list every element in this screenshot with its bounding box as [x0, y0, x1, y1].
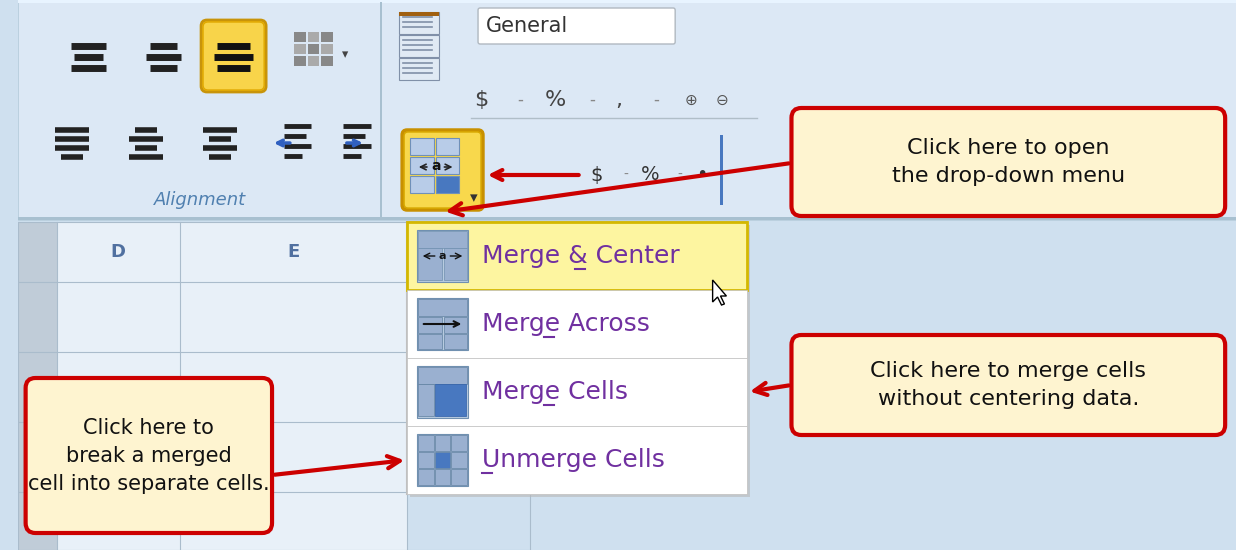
Bar: [294, 44, 305, 54]
FancyBboxPatch shape: [402, 130, 483, 210]
Bar: [407, 222, 747, 494]
Bar: [399, 35, 439, 57]
FancyBboxPatch shape: [791, 108, 1225, 216]
Bar: [410, 176, 434, 193]
Text: %: %: [641, 166, 660, 184]
Text: $: $: [590, 166, 602, 184]
Bar: [435, 469, 450, 485]
Bar: [435, 157, 460, 174]
Bar: [435, 452, 450, 468]
Bar: [417, 434, 468, 486]
Text: ⊕: ⊕: [685, 92, 697, 107]
FancyBboxPatch shape: [203, 22, 265, 90]
Text: E: E: [288, 243, 300, 261]
Bar: [451, 469, 467, 485]
Text: -: -: [590, 91, 596, 109]
Bar: [17, 222, 57, 550]
Bar: [17, 222, 407, 550]
Bar: [17, 0, 1236, 220]
Bar: [451, 452, 467, 468]
Bar: [399, 58, 439, 80]
Bar: [308, 56, 319, 66]
Bar: [418, 435, 434, 451]
Bar: [418, 384, 434, 416]
Bar: [410, 138, 434, 155]
Text: ,: ,: [616, 90, 623, 110]
Text: Merge & Center: Merge & Center: [482, 244, 680, 268]
Bar: [417, 366, 468, 418]
Text: Merge Across: Merge Across: [482, 312, 650, 336]
Bar: [444, 334, 467, 349]
Text: a: a: [439, 251, 446, 261]
Bar: [418, 299, 467, 316]
Text: -: -: [677, 168, 682, 182]
Text: ⊖: ⊖: [716, 92, 729, 107]
Bar: [321, 44, 334, 54]
Bar: [396, 10, 445, 100]
Bar: [418, 469, 434, 485]
Bar: [399, 12, 439, 34]
Bar: [410, 225, 750, 497]
Text: Click here to merge cells
without centering data.: Click here to merge cells without center…: [870, 361, 1146, 409]
Bar: [17, 0, 1236, 3]
Bar: [407, 358, 747, 426]
Bar: [321, 56, 334, 66]
Bar: [410, 157, 434, 174]
Bar: [417, 298, 468, 350]
Polygon shape: [713, 280, 727, 305]
Bar: [418, 248, 441, 280]
Bar: [435, 435, 450, 451]
Bar: [399, 12, 439, 16]
Bar: [418, 452, 434, 468]
Text: Click here to open
the drop-down menu: Click here to open the drop-down menu: [891, 138, 1125, 186]
Text: ▾: ▾: [471, 190, 478, 206]
Text: -: -: [518, 91, 523, 109]
Bar: [294, 56, 305, 66]
FancyBboxPatch shape: [791, 335, 1225, 435]
Bar: [418, 317, 441, 333]
Bar: [308, 44, 319, 54]
Bar: [435, 138, 460, 155]
FancyBboxPatch shape: [201, 20, 266, 92]
Bar: [407, 426, 747, 494]
Bar: [407, 222, 747, 290]
Bar: [435, 176, 460, 193]
Bar: [418, 334, 441, 349]
Text: ▾: ▾: [342, 48, 349, 62]
Bar: [308, 32, 319, 42]
Text: -: -: [623, 168, 628, 182]
FancyBboxPatch shape: [26, 378, 272, 533]
Bar: [407, 290, 747, 358]
Bar: [418, 231, 467, 248]
Bar: [451, 435, 467, 451]
Text: -: -: [654, 91, 659, 109]
Text: •: •: [696, 166, 707, 184]
Text: Click here to
break a merged
cell into separate cells.: Click here to break a merged cell into s…: [28, 417, 269, 493]
Bar: [17, 217, 1236, 220]
Bar: [444, 317, 467, 333]
Bar: [444, 248, 467, 280]
Text: Merge Cells: Merge Cells: [482, 380, 628, 404]
Text: a: a: [431, 159, 440, 173]
Text: %: %: [544, 90, 566, 110]
Bar: [417, 230, 468, 282]
Text: Alignment: Alignment: [154, 191, 246, 209]
Bar: [381, 2, 382, 217]
FancyBboxPatch shape: [404, 132, 481, 208]
Bar: [289, 28, 341, 80]
Text: $: $: [473, 90, 488, 110]
Text: General: General: [486, 16, 569, 36]
Bar: [719, 135, 723, 205]
Bar: [321, 32, 334, 42]
Bar: [435, 384, 466, 416]
Text: D: D: [111, 243, 126, 261]
FancyBboxPatch shape: [478, 8, 675, 44]
Bar: [418, 367, 467, 384]
Bar: [294, 32, 305, 42]
Text: Unmerge Cells: Unmerge Cells: [482, 448, 665, 472]
